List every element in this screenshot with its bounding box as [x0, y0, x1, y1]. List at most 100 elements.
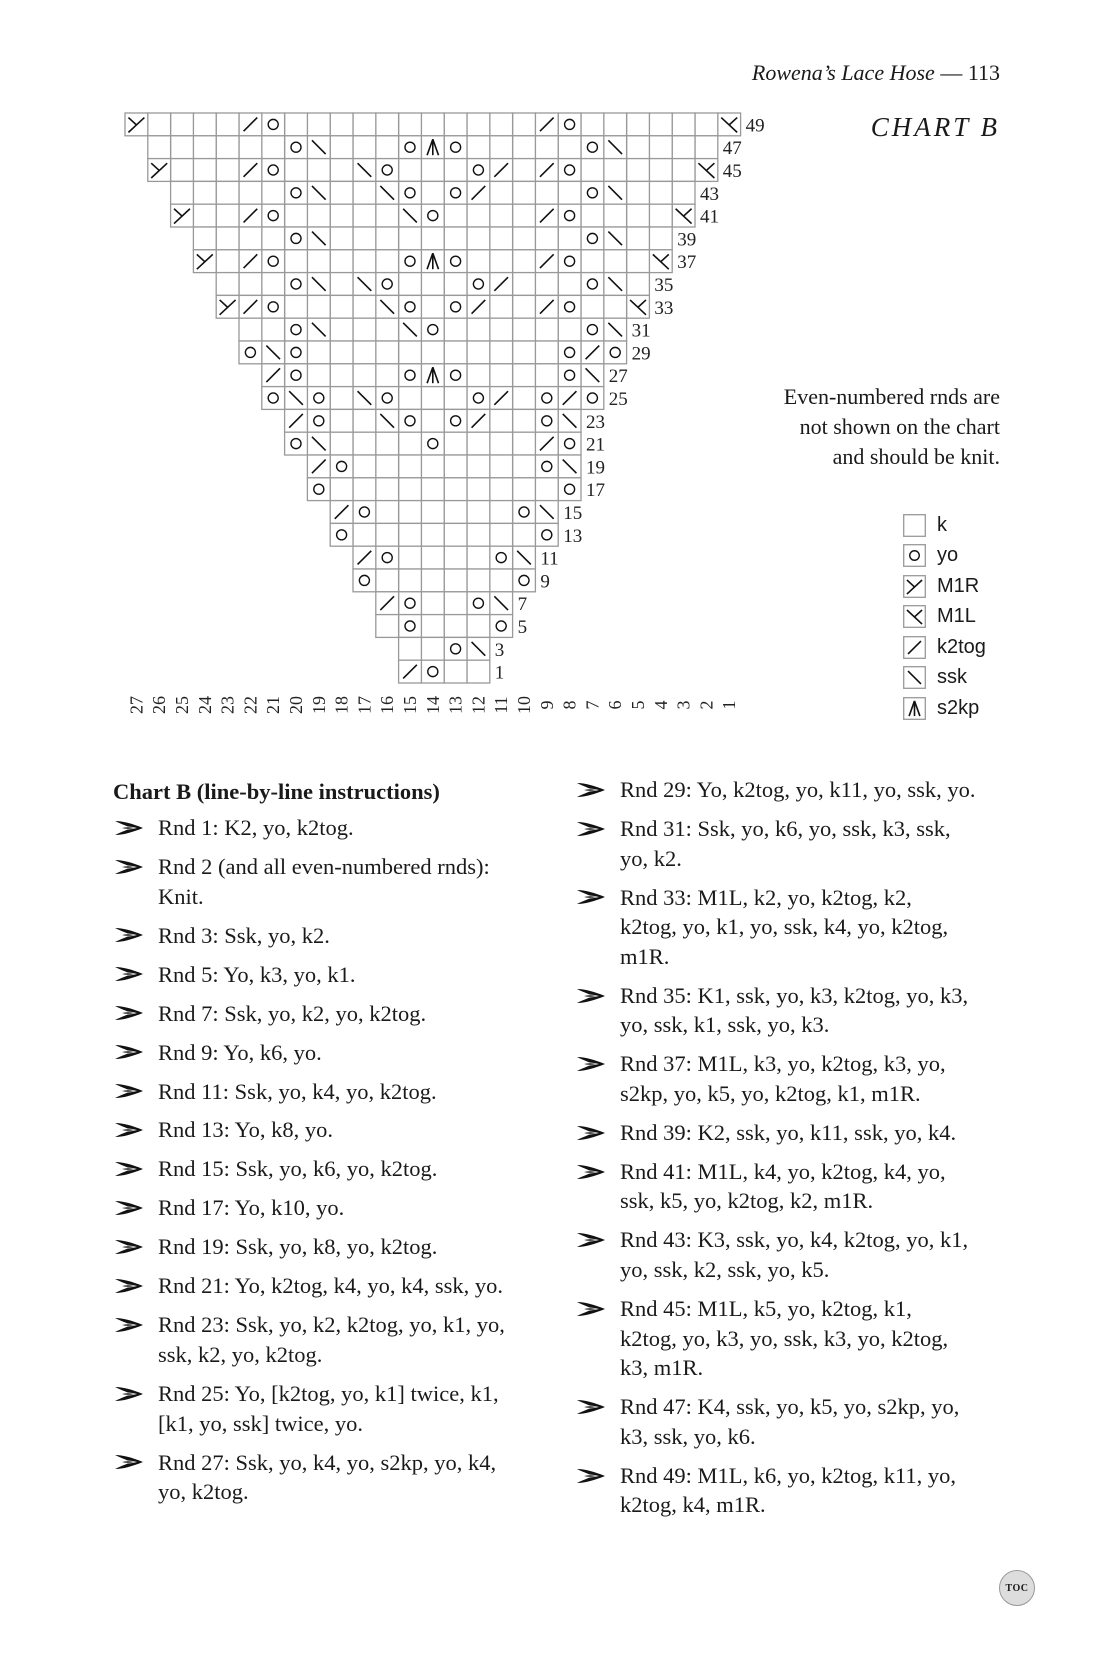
make-one-right-icon — [903, 574, 926, 598]
yarn-over-icon — [534, 408, 559, 433]
yarn-over-mark — [563, 164, 576, 176]
chart-cell — [261, 135, 286, 160]
symbol-stroke — [629, 299, 647, 316]
leaf-arrow-ornament-icon — [115, 1045, 143, 1060]
leaf-arrow-ornament-icon — [577, 988, 605, 1003]
chart-cell — [534, 408, 559, 433]
yarn-over-mark — [335, 460, 348, 473]
chart-cell — [261, 157, 286, 183]
symbol-stroke — [660, 253, 670, 263]
symbol-stroke — [219, 299, 229, 308]
chart-cell — [443, 613, 468, 639]
chart-cell — [580, 294, 605, 319]
yarn-over-icon — [557, 363, 582, 388]
yarn-over-mark — [267, 164, 279, 176]
chart-cell — [580, 226, 605, 251]
instruction-item: Rnd 49: M1L, k6, yo, k2tog, k11, yo, k2to… — [575, 1461, 1015, 1520]
chart-cell — [397, 180, 423, 205]
chart-cell — [511, 340, 537, 365]
knit-cell — [238, 271, 263, 297]
chart-cell — [511, 157, 537, 183]
chart-row-49: 49 — [124, 112, 765, 137]
knit-cell — [329, 203, 354, 228]
symbol-stroke — [242, 116, 258, 132]
symbol-stroke — [150, 162, 160, 172]
yarn-over-icon — [397, 363, 423, 388]
make-one-left-icon — [671, 203, 696, 228]
toc-button[interactable]: TOC — [999, 1570, 1035, 1606]
column-number-label: 4 — [651, 701, 671, 710]
yarn-over-mark — [449, 301, 462, 313]
symbol-stroke — [242, 162, 258, 178]
leaf-arrow-ornament-icon — [577, 1057, 605, 1072]
instruction-text: s2kp, yo, k5, yo, k2tog, k1, m1R. — [620, 1080, 921, 1106]
chart-cell — [443, 431, 468, 456]
chart-cell — [648, 112, 673, 137]
yarn-over-icon — [534, 522, 559, 547]
chart-row-31: 31 — [238, 317, 651, 342]
instruction-item: Rnd 31: Ssk, yo, k6, yo, ssk, k3, ssk, yo… — [575, 814, 1015, 873]
knit-cell — [534, 477, 559, 502]
symbol-stroke — [265, 344, 281, 360]
chart-cell — [511, 454, 537, 479]
yarn-over-icon — [557, 249, 582, 274]
knit-cell — [375, 112, 400, 137]
knit-cell — [420, 613, 445, 639]
knit-cell — [625, 180, 651, 205]
chart-cell — [329, 408, 354, 433]
leaf-arrow-ornament-icon — [577, 821, 605, 836]
chart-cell — [397, 363, 423, 388]
chart-cell — [489, 317, 514, 342]
chart-cell — [443, 203, 468, 228]
chart-cell — [352, 180, 377, 205]
chart-cell — [580, 135, 605, 160]
chart-cell — [215, 203, 240, 228]
chart-cell — [329, 385, 354, 411]
k2tog-icon — [534, 203, 559, 228]
ssk-icon — [534, 499, 559, 525]
chart-cell — [375, 112, 400, 137]
chart-cell — [261, 294, 286, 319]
chart-cell — [283, 249, 309, 274]
knit-cell — [352, 454, 377, 479]
knit-cell — [192, 112, 217, 137]
chart-cell — [283, 135, 309, 160]
knit-cell — [466, 477, 491, 502]
knit-cell — [557, 135, 582, 160]
ssk-icon — [603, 226, 628, 251]
chart-cell — [466, 591, 491, 616]
knit-cell — [192, 180, 217, 205]
knit-cell — [534, 135, 559, 160]
chart-cell — [283, 226, 309, 251]
chart-cell — [511, 499, 537, 525]
column-number-label: 22 — [240, 696, 260, 714]
chart-row-23: 23 — [283, 408, 605, 433]
chart-cell — [215, 112, 240, 137]
chart-cell — [352, 340, 377, 365]
chart-cell — [352, 431, 377, 456]
column-number-label: 17 — [354, 696, 374, 714]
yarn-over-icon — [511, 499, 537, 525]
knit-cell — [534, 180, 559, 205]
knit-cell — [443, 545, 468, 570]
chart-cell — [511, 112, 537, 137]
k2tog-icon — [580, 340, 605, 365]
chart-cell — [283, 203, 309, 228]
symbol-stroke — [311, 230, 327, 246]
yarn-over-mark — [404, 620, 416, 632]
chart-cell — [375, 499, 400, 525]
column-number-label: 18 — [332, 696, 352, 714]
chart-cell — [466, 385, 491, 411]
yarn-over-mark — [290, 437, 302, 450]
knit-cell — [511, 317, 537, 342]
yarn-over-mark — [427, 665, 439, 678]
chart-cell — [352, 112, 377, 137]
chart-cell — [306, 294, 331, 319]
symbol-stroke — [683, 208, 693, 217]
row-number-label: 1 — [495, 663, 505, 684]
legend-item-s2kp: s2kp — [903, 693, 986, 724]
chart-cell — [261, 249, 286, 274]
chart-cell — [420, 522, 445, 547]
yarn-over-icon — [443, 180, 468, 205]
instruction-item: Rnd 21: Yo, k2tog, k4, yo, k4, ssk, yo. — [113, 1271, 553, 1301]
